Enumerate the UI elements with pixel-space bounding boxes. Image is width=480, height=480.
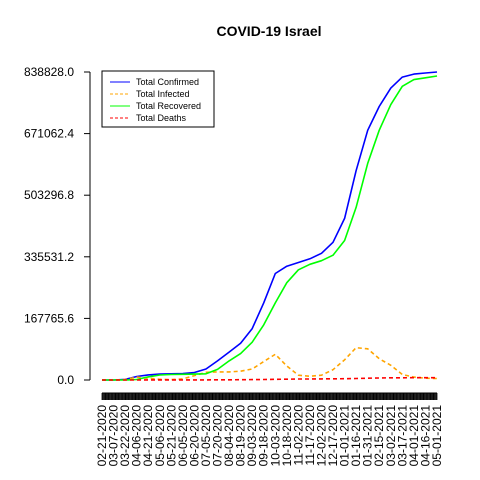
x-tick-label: 07-05-2020	[199, 405, 213, 467]
y-tick-label: 503296.8	[24, 188, 74, 202]
legend-label: Total Confirmed	[136, 77, 199, 87]
x-tick-label: 05-06-2020	[153, 405, 167, 467]
series-line-total-recovered	[102, 75, 438, 381]
x-tick-label: 09-03-2020	[245, 405, 259, 467]
x-tick-label: 06-20-2020	[187, 405, 201, 467]
x-tick-label: 01-16-2021	[349, 405, 363, 467]
series-line-total-infected	[102, 346, 438, 381]
x-tick-label: 06-05-2020	[176, 405, 190, 467]
y-tick-label: 167765.6	[24, 311, 74, 325]
legend: Total Confirmed Total Infected Total Recov…	[101, 70, 215, 128]
x-tick-label: 12-02-2020	[314, 405, 328, 467]
y-tick-label: 838828.0	[24, 65, 74, 79]
x-tick-label: 04-21-2020	[141, 405, 155, 467]
legend-label: Total Infected	[136, 89, 190, 99]
x-tick-label: 12-17-2020	[326, 405, 340, 467]
series-line-total-confirmed	[102, 71, 438, 381]
x-tick-label: 05-21-2020	[164, 405, 178, 467]
chart-title: COVID-19 Israel	[216, 23, 321, 39]
y-tick-label: 335531.2	[24, 250, 74, 264]
legend-label: Total Deaths	[136, 113, 187, 123]
x-tick-label: 04-16-2021	[418, 405, 432, 467]
legend-label: Total Recovered	[136, 101, 201, 111]
x-tick-label: 02-21-2020	[95, 405, 109, 467]
x-tick-label: 10-18-2020	[280, 405, 294, 467]
x-tick-label: 08-04-2020	[222, 405, 236, 467]
series-lines	[102, 71, 438, 381]
x-tick-label: 10-03-2020	[268, 405, 282, 467]
x-tick-label: 03-22-2020	[118, 405, 132, 467]
x-tick-label: 07-20-2020	[211, 405, 225, 467]
axes: 0.0 167765.6 335531.2 503296.8 671062.4 83882…	[24, 65, 444, 466]
x-tick-label: 01-01-2021	[338, 405, 352, 467]
x-tick-label: 02-15-2021	[372, 405, 386, 467]
x-tick-label: 03-02-2021	[384, 405, 398, 467]
x-tick-label: 03-07-2020	[107, 405, 121, 467]
x-tick-label: 05-01-2021	[430, 405, 444, 467]
x-tick-label: 08-19-2020	[234, 405, 248, 467]
x-tick-label: 11-02-2020	[291, 405, 305, 466]
x-tick-label: 03-17-2021	[395, 405, 409, 467]
x-axis-rug	[101, 393, 438, 400]
y-tick-label: 671062.4	[24, 127, 74, 141]
x-tick-label: 09-18-2020	[257, 405, 271, 467]
x-tick-label: 04-06-2020	[130, 405, 144, 467]
y-tick-label: 0.0	[57, 373, 74, 387]
x-tick-label: 04-01-2021	[407, 405, 421, 467]
x-tick-label: 11-17-2020	[303, 405, 317, 466]
x-tick-label: 01-31-2021	[361, 405, 375, 467]
